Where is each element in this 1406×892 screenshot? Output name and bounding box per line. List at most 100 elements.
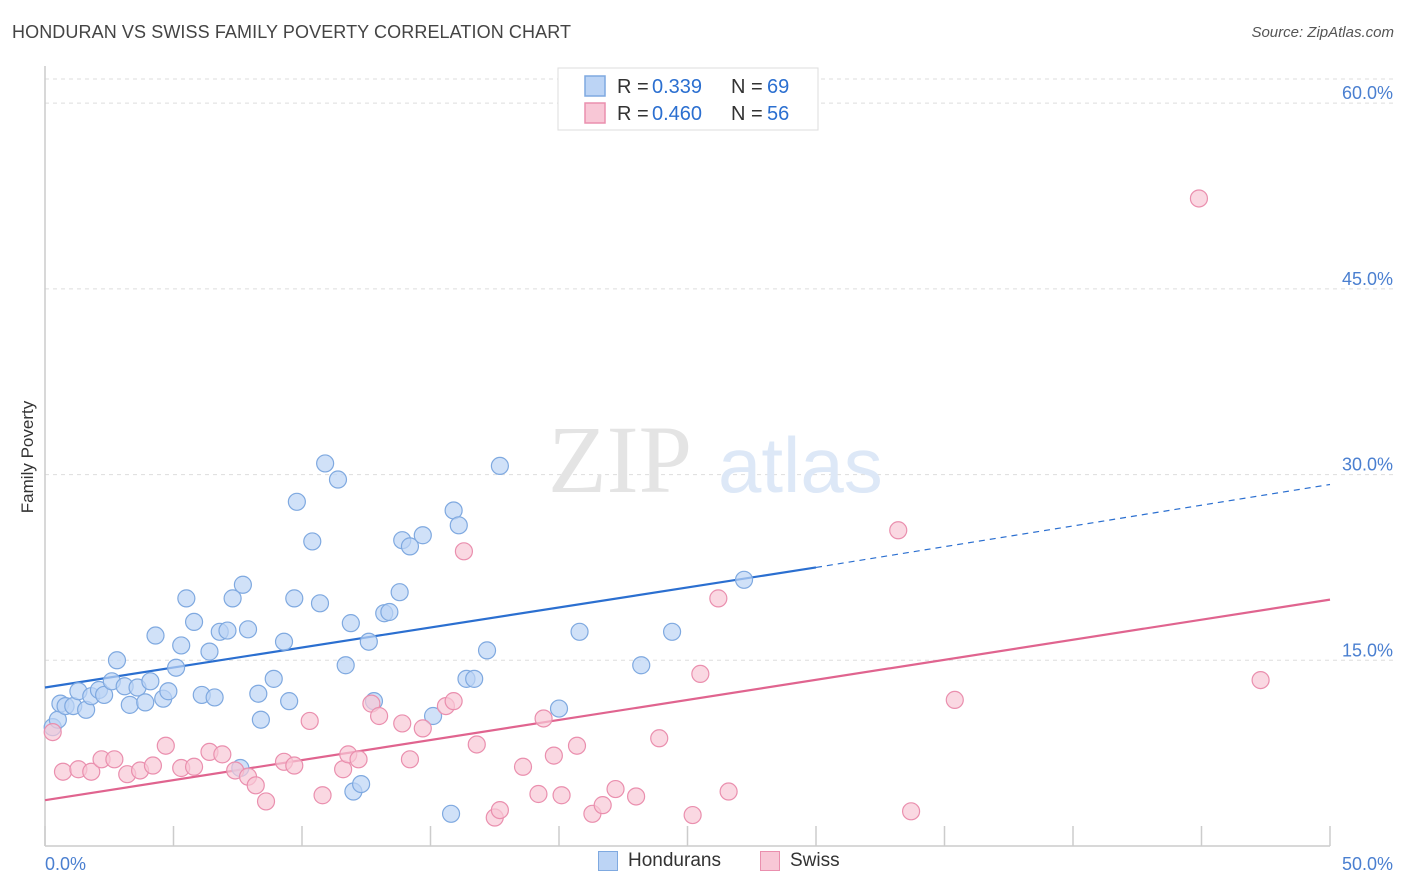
point-hondurans-35 xyxy=(264,669,283,688)
point-hondurans-54 xyxy=(400,537,420,556)
point-hondurans-28 xyxy=(218,621,237,640)
point-hondurans-19 xyxy=(159,682,178,701)
y-axis-title: Family Poverty xyxy=(18,400,37,513)
point-swiss-39 xyxy=(544,746,563,765)
point-swiss-50 xyxy=(719,782,738,801)
point-swiss-31 xyxy=(444,692,463,711)
point-swiss-38 xyxy=(534,709,553,728)
trend-line-swiss xyxy=(44,598,1331,802)
point-hondurans-38 xyxy=(285,589,304,608)
axes xyxy=(44,66,1331,847)
legend-r-value-hondurans: 0.339 xyxy=(652,76,702,98)
point-hondurans-56 xyxy=(423,706,443,726)
trend-lines xyxy=(44,483,1331,802)
point-swiss-1 xyxy=(53,762,73,781)
point-hondurans-16 xyxy=(141,672,160,691)
data-points xyxy=(43,189,1270,827)
swiss-swatch xyxy=(760,851,780,871)
point-hondurans-66 xyxy=(632,656,651,675)
point-hondurans-17 xyxy=(146,626,165,645)
point-hondurans-52 xyxy=(390,583,409,602)
x-tick-label-max: 50.0% xyxy=(1342,854,1393,874)
watermark: ZIP atlas xyxy=(548,406,883,513)
point-swiss-21 xyxy=(313,786,332,805)
y-tick-label-60: 60.0% xyxy=(1342,83,1393,103)
point-hondurans-39 xyxy=(287,492,306,511)
point-hondurans-68 xyxy=(734,570,754,589)
bottom-legend-hondurans[interactable]: Hondurans xyxy=(598,850,721,872)
hondurans-swatch xyxy=(598,851,618,871)
point-swiss-33 xyxy=(467,735,486,754)
legend-swatch-swiss xyxy=(584,102,606,124)
point-hondurans-15 xyxy=(136,693,155,712)
point-hondurans-13 xyxy=(120,695,139,714)
legend-r-label-swiss: R = xyxy=(617,103,649,125)
point-swiss-17 xyxy=(256,792,276,811)
point-swiss-20 xyxy=(300,711,319,731)
tick-labels: 15.0% 30.0% 45.0% 60.0% 0.0% 50.0% xyxy=(45,83,1393,874)
legend: R = 0.339 N = 69 R = 0.460 N = 56 xyxy=(557,67,819,131)
point-hondurans-22 xyxy=(177,589,196,608)
point-hondurans-57 xyxy=(441,804,461,823)
point-swiss-0 xyxy=(43,722,62,742)
point-swiss-41 xyxy=(567,736,587,755)
source-credit: Source: ZipAtlas.com xyxy=(1251,24,1394,41)
legend-swatch-hondurans xyxy=(584,75,606,97)
point-swiss-45 xyxy=(626,787,646,806)
point-hondurans-51 xyxy=(380,602,399,622)
point-hondurans-64 xyxy=(549,699,569,718)
point-swiss-55 xyxy=(1251,670,1270,690)
bottom-legend-swiss[interactable]: Swiss xyxy=(760,850,840,872)
point-hondurans-48 xyxy=(359,632,378,651)
y-tick-label-15: 15.0% xyxy=(1342,640,1393,660)
point-swiss-46 xyxy=(650,729,669,748)
swiss-label: Swiss xyxy=(790,850,840,871)
point-hondurans-40 xyxy=(303,532,322,551)
point-swiss-16 xyxy=(246,776,265,795)
legend-r-label-hondurans: R = xyxy=(617,76,649,98)
point-swiss-13 xyxy=(213,745,232,764)
point-swiss-5 xyxy=(105,750,124,769)
point-hondurans-55 xyxy=(413,526,432,545)
point-swiss-54 xyxy=(1189,189,1209,208)
point-hondurans-26 xyxy=(205,688,224,707)
point-hondurans-47 xyxy=(352,774,371,794)
point-swiss-11 xyxy=(184,757,204,776)
point-swiss-47 xyxy=(683,805,702,825)
point-swiss-49 xyxy=(709,589,728,608)
point-swiss-52 xyxy=(901,802,921,821)
point-hondurans-21 xyxy=(172,636,191,655)
point-swiss-26 xyxy=(370,706,389,726)
y-tick-label-30: 30.0% xyxy=(1342,455,1393,475)
point-hondurans-43 xyxy=(328,470,348,489)
point-swiss-28 xyxy=(400,750,420,769)
watermark-atlas: atlas xyxy=(718,421,883,509)
chart-title: HONDURAN VS SWISS FAMILY POVERTY CORRELA… xyxy=(12,22,572,42)
point-hondurans-42 xyxy=(316,454,335,473)
point-swiss-36 xyxy=(513,757,533,776)
point-swiss-32 xyxy=(454,542,474,561)
point-hondurans-29 xyxy=(223,589,242,608)
point-hondurans-31 xyxy=(233,575,252,594)
point-swiss-19 xyxy=(285,756,304,775)
point-hondurans-25 xyxy=(200,642,219,661)
point-swiss-35 xyxy=(490,800,509,820)
legend-n-value-hondurans: 69 xyxy=(767,76,789,98)
point-hondurans-41 xyxy=(310,594,330,613)
x-tick-label-min: 0.0% xyxy=(45,854,86,874)
point-swiss-44 xyxy=(606,779,625,799)
point-swiss-53 xyxy=(945,690,964,710)
point-hondurans-44 xyxy=(336,656,355,675)
point-swiss-43 xyxy=(593,796,612,815)
point-hondurans-36 xyxy=(274,632,294,651)
point-hondurans-59 xyxy=(449,516,468,535)
legend-n-label-hondurans: N = xyxy=(731,76,763,98)
legend-n-value-swiss: 56 xyxy=(767,103,789,125)
point-hondurans-9 xyxy=(95,685,114,705)
point-hondurans-32 xyxy=(238,620,258,639)
point-hondurans-37 xyxy=(280,692,299,711)
grid-lines xyxy=(45,78,1395,661)
point-swiss-48 xyxy=(691,664,710,684)
point-swiss-24 xyxy=(349,750,368,769)
trend-line-hondurans-extension xyxy=(815,483,1331,569)
